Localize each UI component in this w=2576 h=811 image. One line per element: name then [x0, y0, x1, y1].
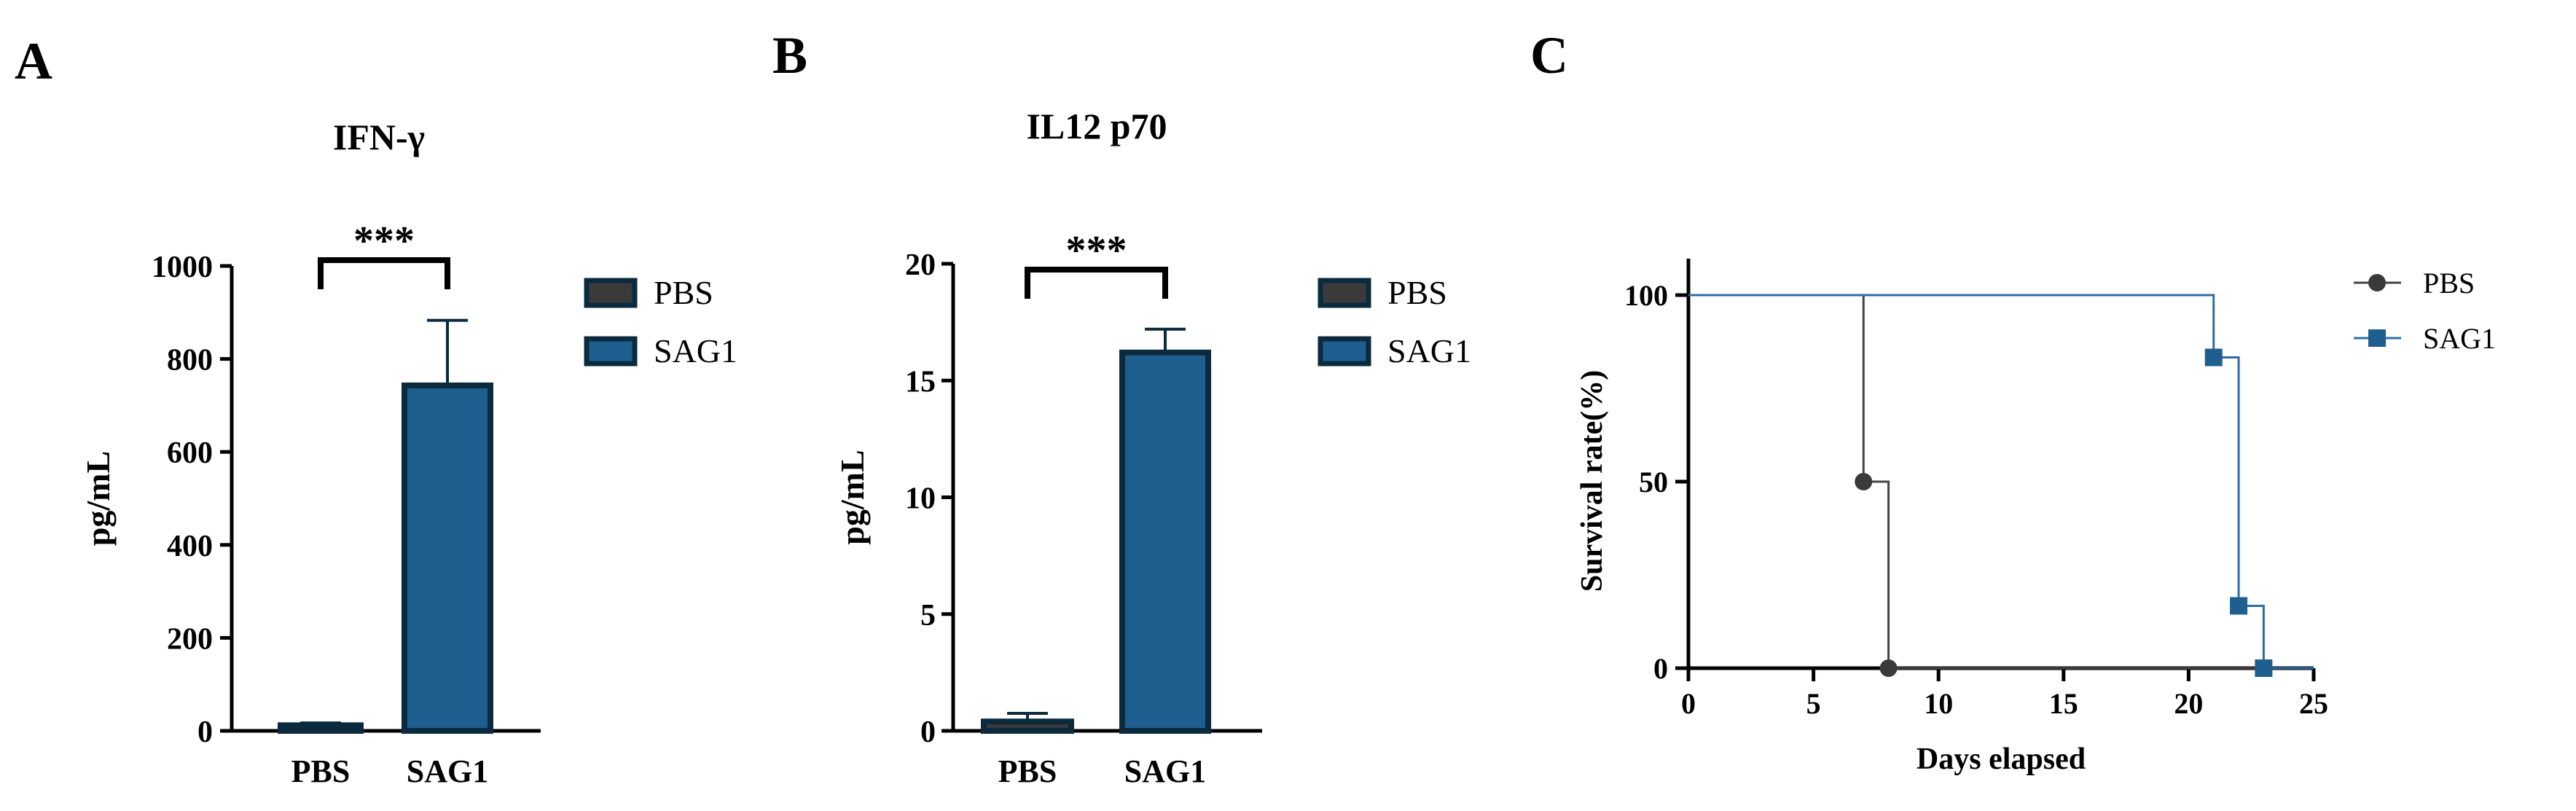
y-tick-label: 400: [167, 530, 213, 563]
y-tick-label: 15: [905, 365, 936, 399]
y-tick-label: 0: [920, 716, 936, 749]
legend-label-pbs: PBS: [1387, 274, 1447, 311]
y-axis-label: pg/mL: [834, 450, 871, 544]
bar-pbs: [278, 722, 364, 734]
y-tick-label: 5: [920, 599, 936, 632]
legend-label-pbs: PBS: [654, 274, 713, 311]
survival-point-pbs: [1855, 473, 1873, 490]
survival-point-pbs: [1879, 659, 1898, 677]
panel-label-C: C: [1530, 26, 1568, 85]
y-tick-label: 10: [905, 482, 936, 516]
x-tick-label: 10: [1924, 687, 1953, 720]
x-tick-label: SAG1: [407, 753, 488, 789]
legend-label-sag1: SAG1: [1387, 332, 1471, 369]
chart-title: IFN-γ: [333, 117, 425, 157]
y-tick-label: 0: [1653, 652, 1668, 685]
panel-label-A: A: [15, 32, 52, 90]
significance-bracket: [318, 257, 450, 289]
legend-swatch-pbs: [584, 278, 638, 308]
significance-label: ***: [1066, 228, 1127, 273]
legend-label-pbs: PBS: [2423, 267, 2475, 299]
y-axis-label: pg/mL: [79, 451, 117, 546]
y-tick-label: 200: [167, 622, 213, 656]
chart-title: IL12 p70: [1026, 106, 1167, 146]
x-tick-label: 20: [2174, 687, 2203, 720]
significance-label: ***: [353, 219, 415, 264]
x-axis-label: Days elapsed: [1917, 743, 2086, 776]
y-tick-label: 50: [1639, 466, 1668, 498]
y-tick-label: 800: [167, 344, 213, 377]
legend-label-sag1: SAG1: [654, 332, 737, 369]
bar-sag1: [1119, 349, 1211, 734]
y-tick-label: 1000: [152, 251, 213, 284]
survival-line-sag1: [1688, 294, 2314, 670]
x-tick-label: 5: [1806, 687, 1821, 720]
legend-marker-sag1: [2368, 329, 2386, 347]
panel-label-B: B: [772, 26, 807, 85]
x-tick-label: 25: [2299, 687, 2328, 720]
y-tick-label: 600: [167, 436, 213, 470]
legend-marker-pbs: [2368, 274, 2386, 291]
bar-sag1: [402, 382, 493, 734]
legend-swatch-sag1: [1318, 336, 1371, 367]
y-axis-label: Survival rate(%): [1575, 370, 1609, 592]
x-tick-label: SAG1: [1124, 753, 1206, 789]
x-tick-label: 15: [2049, 687, 2078, 720]
legend-label-sag1: SAG1: [2423, 322, 2496, 355]
x-tick-label: PBS: [291, 753, 351, 789]
survival-point-sag1: [2204, 348, 2223, 367]
legend-swatch-pbs: [1318, 278, 1371, 308]
significance-bracket: [1025, 267, 1168, 299]
x-tick-label: PBS: [998, 753, 1057, 789]
bar-pbs: [981, 718, 1074, 734]
y-tick-label: 20: [905, 248, 936, 282]
legend-swatch-sag1: [584, 336, 638, 367]
survival-point-sag1: [2230, 597, 2248, 615]
y-tick-label: 100: [1624, 279, 1668, 312]
x-tick-label: 0: [1681, 687, 1696, 720]
y-tick-label: 0: [197, 716, 213, 749]
survival-point-sag1: [2255, 659, 2273, 677]
